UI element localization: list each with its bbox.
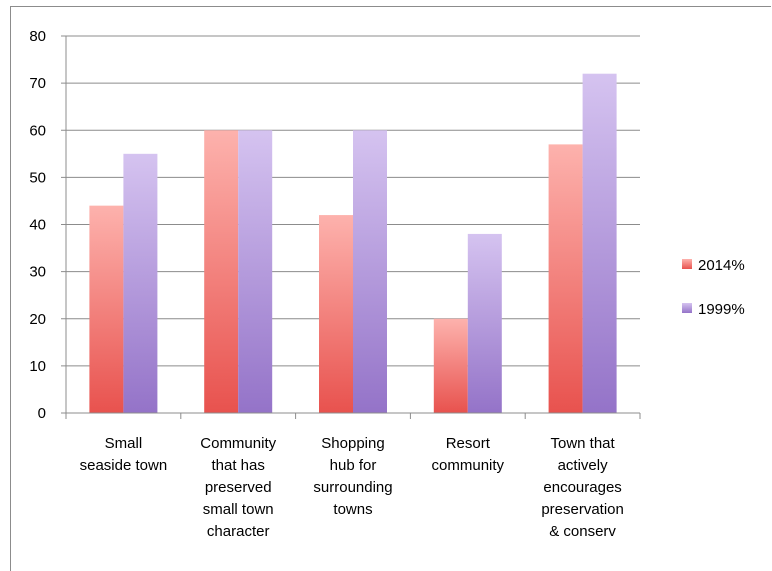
x-category-label: surrounding: [313, 479, 392, 496]
x-category-label: actively: [558, 457, 609, 474]
y-tick-label: 20: [29, 311, 46, 328]
x-category-label: preserved: [205, 479, 272, 496]
y-tick-label: 0: [38, 405, 46, 422]
x-category-label: Shopping: [321, 435, 384, 452]
bar-2014-1: [204, 130, 238, 413]
y-axis-tick-labels: 0 10 20 30 40 50 60 70 80: [29, 28, 46, 422]
legend: 2014% 1999%: [682, 257, 745, 318]
x-axis-category-labels: Small seaside town Community that has preser…: [80, 435, 624, 540]
bar-2014-4: [549, 144, 583, 413]
x-category-label: seaside town: [80, 457, 168, 474]
y-tick-label: 10: [29, 358, 46, 375]
y-tick-label: 80: [29, 28, 46, 45]
legend-label-1999: 1999%: [698, 301, 745, 318]
bar-1999-4: [583, 74, 617, 413]
x-category-label: community: [432, 457, 505, 474]
x-category-label: character: [207, 523, 270, 540]
y-tick-label: 50: [29, 169, 46, 186]
bars: [89, 74, 616, 413]
bar-2014-3: [434, 319, 468, 413]
y-tick-label: 30: [29, 264, 46, 281]
x-category-label: Resort: [446, 435, 491, 452]
bar-2014-0: [89, 206, 123, 413]
legend-label-2014: 2014%: [698, 257, 745, 274]
y-tick-label: 60: [29, 122, 46, 139]
x-category-label: Town that: [550, 435, 615, 452]
legend-swatch-2014: [682, 259, 692, 269]
x-category-label: hub for: [330, 457, 377, 474]
legend-swatch-1999: [682, 303, 692, 313]
x-category-label: towns: [333, 501, 372, 518]
x-category-label: & conserv: [549, 523, 616, 540]
bar-1999-0: [123, 154, 157, 413]
bar-2014-2: [319, 215, 353, 413]
x-category-label: small town: [203, 501, 274, 518]
bar-1999-2: [353, 130, 387, 413]
x-category-label: encourages: [543, 479, 621, 496]
x-category-label: Small: [105, 435, 143, 452]
y-tick-label: 40: [29, 217, 46, 234]
y-tick-label: 70: [29, 75, 46, 92]
x-category-label: preservation: [541, 501, 624, 518]
bar-1999-3: [468, 234, 502, 413]
x-category-label: Community: [200, 435, 276, 452]
bar-1999-1: [238, 130, 272, 413]
x-category-label: that has: [212, 457, 265, 474]
